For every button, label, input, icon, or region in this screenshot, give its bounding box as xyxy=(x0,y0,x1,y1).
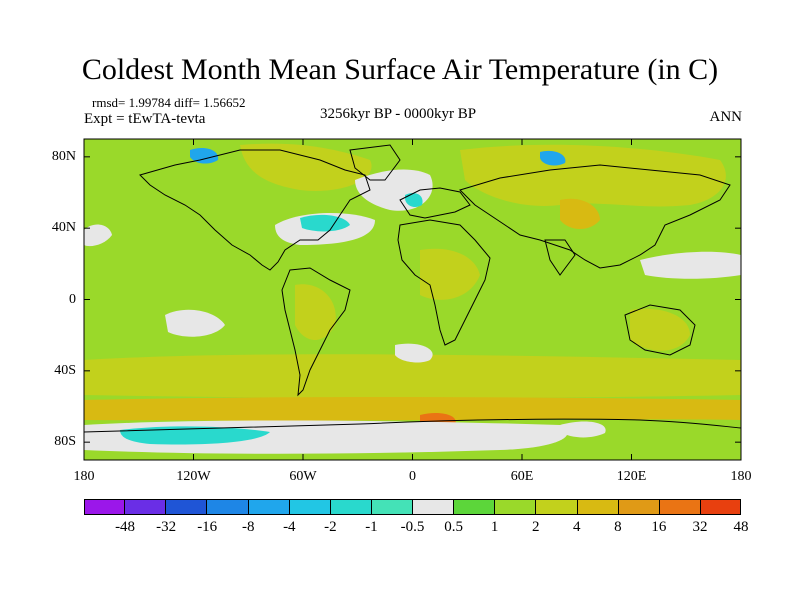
lat-tick-label: 0 xyxy=(69,291,76,307)
coast-antarctica xyxy=(84,418,741,433)
lat-tick-label: 80S xyxy=(54,434,76,450)
warmer-band-southern xyxy=(84,397,741,421)
warm-patch-samerica xyxy=(295,284,336,340)
cool-band-ross-sea xyxy=(120,426,270,445)
season-label: ANN xyxy=(709,109,743,125)
legend-label: 48 xyxy=(733,519,749,535)
warm-patch-africa xyxy=(420,248,480,300)
cool-spot-baltic xyxy=(405,193,423,208)
legend-label: -2 xyxy=(324,519,337,535)
coastlines xyxy=(84,144,741,433)
coast-south-america xyxy=(281,267,351,397)
legend-swatch xyxy=(124,499,166,515)
lon-tick-label: 60E xyxy=(510,469,534,484)
legend-swatch xyxy=(370,499,412,515)
cold-spot-arctic-russia xyxy=(540,150,566,166)
neutral-patch-pacific xyxy=(640,251,741,279)
legend-swatch xyxy=(247,499,289,515)
legend-swatch xyxy=(206,499,248,515)
legend-swatch xyxy=(288,499,330,515)
coast-europe xyxy=(399,187,471,219)
legend-swatch xyxy=(84,499,125,515)
legend-label: -4 xyxy=(283,519,296,535)
legend-swatch xyxy=(329,499,371,515)
warm-band-southern xyxy=(84,354,741,399)
experiment-label: Expt = tEwTA-tevta xyxy=(84,111,206,127)
color-legend-bar xyxy=(84,499,741,515)
legend-label: 4 xyxy=(573,519,581,535)
legend-swatch xyxy=(576,499,618,515)
lat-tick-label: 40S xyxy=(54,362,76,378)
legend-label: -0.5 xyxy=(400,519,425,535)
legend-label: -16 xyxy=(197,519,218,535)
cold-spot-arctic-canada xyxy=(190,148,219,164)
lon-tick-label: 0 xyxy=(409,469,416,484)
warm-patch-canada xyxy=(240,143,372,191)
legend-swatch xyxy=(699,499,741,515)
legend-swatch xyxy=(494,499,536,515)
axis-ticks xyxy=(83,139,742,460)
lon-tick-label: 120W xyxy=(176,469,211,484)
legend-label: -32 xyxy=(156,519,177,535)
stats-text: rmsd= 1.99784 diff= 1.56652 xyxy=(92,95,246,110)
lat-tick-label: 40N xyxy=(51,220,76,236)
lat-tick-label: 80N xyxy=(51,148,76,164)
coast-north-america xyxy=(139,149,371,271)
legend-label: 1 xyxy=(490,519,499,535)
coast-greenland xyxy=(349,144,401,181)
warm-patch-eurasia xyxy=(460,144,726,207)
legend-label: -48 xyxy=(115,519,136,535)
legend-label: 16 xyxy=(651,519,667,535)
legend-swatch xyxy=(165,499,207,515)
neutral-patch-south-pacific xyxy=(165,309,225,337)
legend-swatch xyxy=(658,499,700,515)
legend-swatch xyxy=(453,499,495,515)
legend-label: 2 xyxy=(531,519,540,535)
lon-tick-label: 60W xyxy=(289,469,317,484)
legend-label: -1 xyxy=(365,519,378,535)
map-title: Coldest Month Mean Surface Air Temperatu… xyxy=(81,53,719,86)
temperature-field xyxy=(84,139,741,460)
lon-tick-label: 180 xyxy=(73,469,95,484)
period-label: 3256kyr BP - 0000kyr BP xyxy=(320,106,477,122)
legend-label: 0.5 xyxy=(444,519,463,535)
legend-label: 8 xyxy=(614,519,622,535)
legend-swatch xyxy=(535,499,577,515)
lon-tick-label: 180 xyxy=(730,469,752,484)
neutral-patch-east-antarctic xyxy=(560,421,606,438)
coast-africa xyxy=(397,219,491,346)
legend-swatch xyxy=(412,499,454,515)
legend-swatch xyxy=(617,499,659,515)
legend-label: 32 xyxy=(692,519,708,535)
neutral-patch-south-atlantic xyxy=(395,343,433,363)
coast-india xyxy=(544,239,576,276)
lon-tick-label: 120E xyxy=(616,469,647,484)
warm-patch-australia xyxy=(630,308,690,351)
coast-asia xyxy=(459,164,731,269)
coast-australia xyxy=(624,304,696,356)
legend-label: -8 xyxy=(242,519,255,535)
neutral-patch-west xyxy=(84,224,112,247)
warmer-patch-asia xyxy=(560,198,600,229)
